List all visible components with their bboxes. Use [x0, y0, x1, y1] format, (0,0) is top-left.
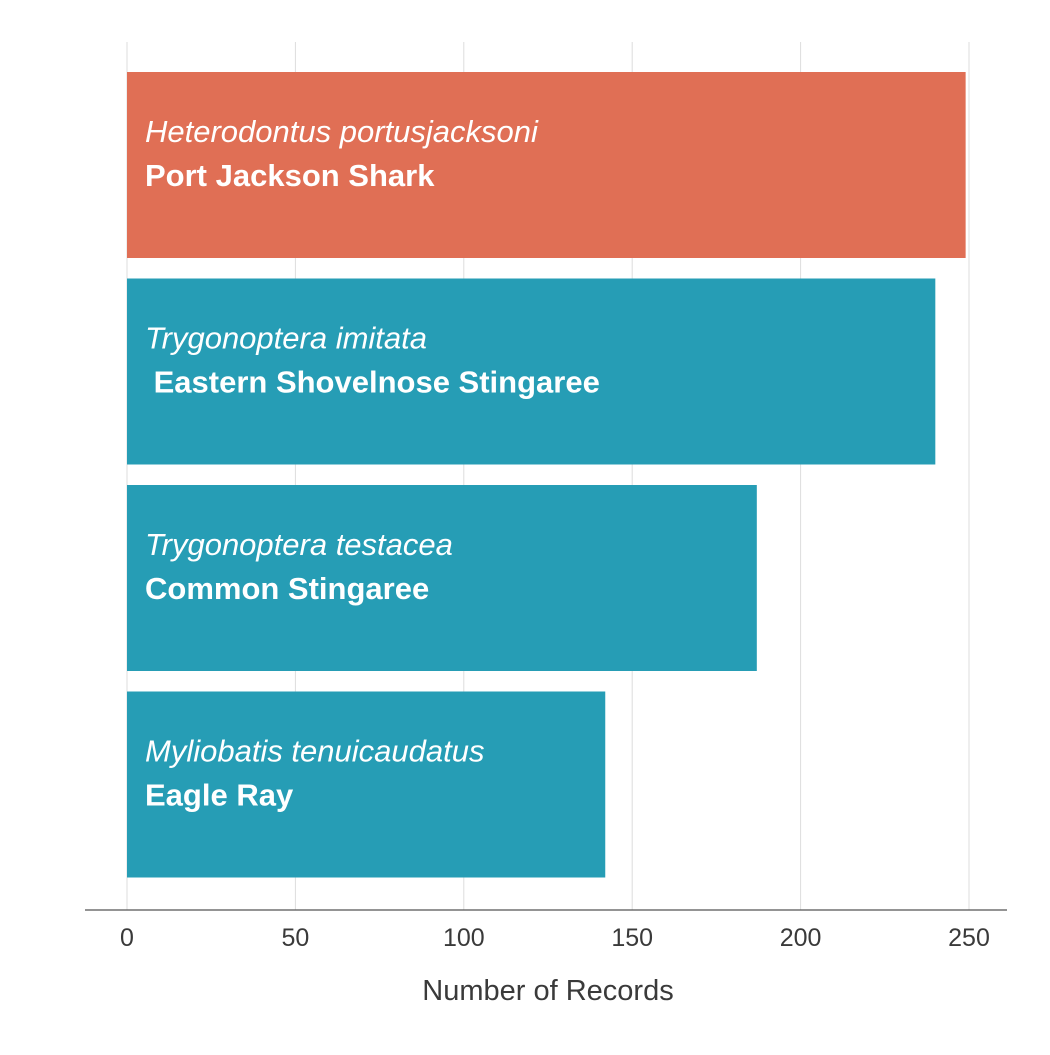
bar — [127, 485, 757, 671]
bar-common-name: Port Jackson Shark — [145, 158, 435, 193]
bar-scientific-name: Trygonoptera imitata — [145, 321, 427, 356]
x-tick-label: 50 — [281, 924, 309, 952]
x-tick-label: 100 — [443, 924, 485, 952]
x-tick-label: 200 — [780, 924, 822, 952]
bar-scientific-name: Myliobatis tenuicaudatus — [145, 734, 484, 769]
bars: Heterodontus portusjacksoni Port Jackson … — [127, 72, 966, 878]
bar-group: Trygonoptera imitata Eastern Shovelnose … — [127, 278, 936, 465]
bar — [127, 691, 606, 878]
bar-group: Myliobatis tenuicaudatus Eagle Ray — [127, 691, 606, 878]
bar-common-name: Common Stingaree — [145, 571, 429, 606]
bar-common-name: Eastern Shovelnose Stingaree — [145, 365, 600, 400]
bar-scientific-name: Heterodontus portusjacksoni — [145, 114, 539, 149]
x-tick-label: 150 — [611, 924, 653, 952]
bar — [127, 278, 936, 465]
bar-group: Heterodontus portusjacksoni Port Jackson … — [127, 72, 966, 258]
bar-scientific-name: Trygonoptera testacea — [145, 527, 453, 562]
x-tick-labels: 0 50 100 150 200 250 — [120, 924, 990, 952]
bar-group: Trygonoptera testacea Common Stingaree — [127, 485, 757, 671]
x-axis-title: Number of Records — [422, 975, 673, 1007]
x-tick-label: 0 — [120, 924, 134, 952]
bar — [127, 72, 966, 258]
x-tick-label: 250 — [948, 924, 990, 952]
bar-common-name: Eagle Ray — [145, 778, 294, 813]
